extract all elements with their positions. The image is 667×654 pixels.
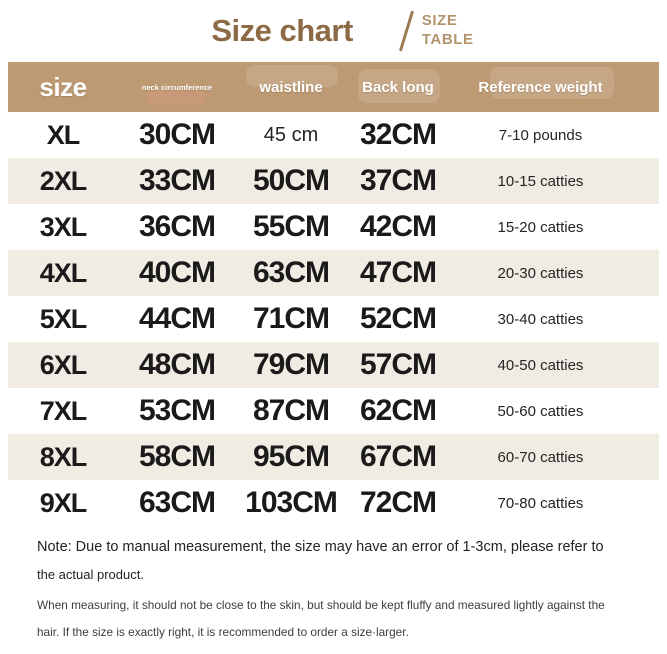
cell-back-long: 32CM (359, 118, 437, 151)
column-header-reference-weight: Reference weight (478, 78, 603, 96)
cell-back-long: 52CM (359, 302, 437, 335)
cell-back-long: 72CM (359, 486, 437, 519)
cell-neck-circumference: 44CM (138, 302, 216, 335)
cell-waistline: 95CM (252, 440, 330, 473)
header-glow (146, 90, 206, 105)
cell-waistline: 45 cm (263, 123, 319, 146)
notes-section: Note: Due to manual measurement, the siz… (37, 539, 657, 639)
cell-neck-circumference: 63CM (138, 486, 216, 519)
cell-size: 7XL (39, 395, 88, 426)
cell-neck-circumference: 36CM (138, 210, 216, 243)
size-table: size neck circumference waistline Back l… (8, 62, 659, 526)
cell-size: 8XL (39, 441, 88, 472)
cell-waistline: 87CM (252, 394, 330, 427)
page-subtitle: SIZE TABLE (422, 12, 474, 50)
cell-neck-circumference: 40CM (138, 256, 216, 289)
table-row: 5XL 44CM 71CM 52CM 30-40 catties (8, 296, 659, 342)
table-row: 2XL 33CM 50CM 37CM 10-15 catties (8, 158, 659, 204)
table-row: 3XL 36CM 55CM 42CM 15-20 catties (8, 204, 659, 250)
page-subtitle-line1: SIZE (421, 12, 458, 30)
cell-back-long: 42CM (359, 210, 437, 243)
table-row: 7XL 53CM 87CM 62CM 50-60 catties (8, 388, 659, 434)
slash-divider-icon (398, 10, 414, 52)
cell-reference-weight: 50-60 catties (497, 402, 584, 420)
cell-size: XL (46, 119, 81, 150)
page-title: Size chart (211, 13, 353, 48)
column-header-waistline: waistline (259, 78, 323, 96)
cell-size: 9XL (39, 487, 88, 518)
note-line-3: When measuring, it should not be close t… (37, 598, 605, 612)
cell-reference-weight: 70-80 catties (497, 494, 584, 512)
note-line-4: hair. If the size is exactly right, it i… (37, 625, 409, 639)
cell-back-long: 47CM (359, 256, 437, 289)
cell-reference-weight: 60-70 catties (497, 448, 584, 466)
cell-waistline: 55CM (252, 210, 330, 243)
column-header-size: size (39, 71, 87, 102)
table-row: 9XL 63CM 103CM 72CM 70-80 catties (8, 480, 659, 526)
cell-waistline: 50CM (252, 164, 330, 197)
cell-waistline: 63CM (252, 256, 330, 289)
cell-back-long: 37CM (359, 164, 437, 197)
cell-neck-circumference: 33CM (138, 164, 216, 197)
cell-size: 6XL (39, 349, 88, 380)
note-line-1: Note: Due to manual measurement, the siz… (37, 539, 604, 555)
cell-reference-weight: 7-10 pounds (498, 126, 583, 144)
cell-reference-weight: 30-40 catties (497, 310, 584, 328)
table-row: 8XL 58CM 95CM 67CM 60-70 catties (8, 434, 659, 480)
page-subtitle-line2: TABLE (421, 31, 474, 48)
cell-neck-circumference: 53CM (138, 394, 216, 427)
cell-size: 4XL (39, 257, 88, 288)
cell-reference-weight: 10-15 catties (497, 172, 584, 190)
cell-back-long: 67CM (359, 440, 437, 473)
cell-back-long: 57CM (359, 348, 437, 381)
page-header: Size chart SIZE TABLE (0, 0, 667, 62)
cell-reference-weight: 40-50 catties (497, 356, 584, 374)
cell-back-long: 62CM (359, 394, 437, 427)
cell-neck-circumference: 30CM (138, 118, 216, 151)
cell-size: 5XL (39, 303, 88, 334)
cell-reference-weight: 20-30 catties (497, 264, 584, 282)
size-table-header: size neck circumference waistline Back l… (8, 62, 659, 112)
table-row: 4XL 40CM 63CM 47CM 20-30 catties (8, 250, 659, 296)
cell-size: 2XL (39, 165, 88, 196)
cell-size: 3XL (39, 211, 88, 242)
column-header-back-long: Back long (362, 78, 434, 96)
size-table-body: XL 30CM 45 cm 32CM 7-10 pounds 2XL 33CM 50CM 37C… (8, 112, 659, 526)
cell-reference-weight: 15-20 catties (497, 218, 584, 236)
table-row: 6XL 48CM 79CM 57CM 40-50 catties (8, 342, 659, 388)
cell-waistline: 79CM (252, 348, 330, 381)
header-glow (246, 65, 338, 87)
note-line-2: the actual product. (37, 567, 144, 582)
cell-waistline: 71CM (252, 302, 330, 335)
column-header-neck-circumference: neck circumference (141, 82, 213, 92)
header-glow (358, 69, 440, 103)
cell-neck-circumference: 58CM (138, 440, 216, 473)
table-row: XL 30CM 45 cm 32CM 7-10 pounds (8, 112, 659, 158)
cell-waistline: 103CM (245, 486, 338, 519)
header-glow (490, 67, 614, 99)
cell-neck-circumference: 48CM (138, 348, 216, 381)
